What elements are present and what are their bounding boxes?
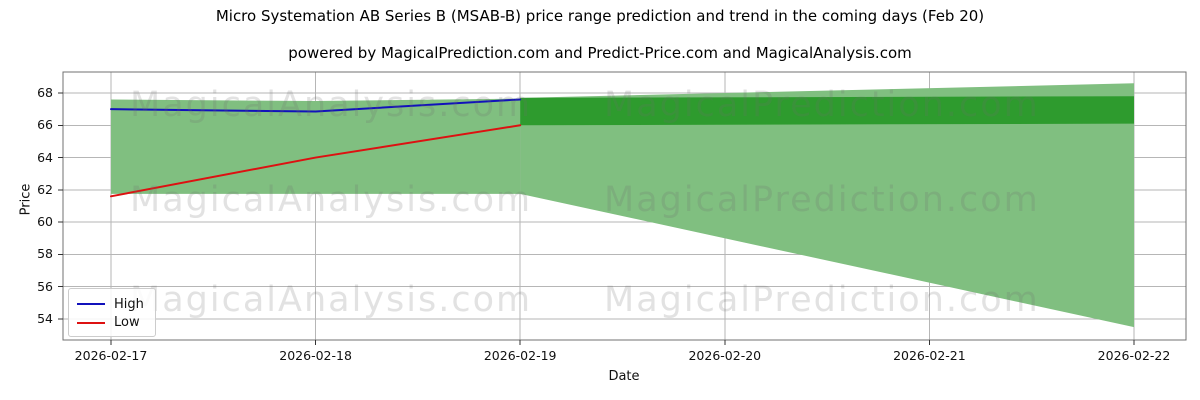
y-tick-label: 62 [37,181,53,197]
x-tick-label: 2026-02-21 [893,348,966,363]
x-tick-label: 2026-02-22 [1097,348,1171,363]
page-title: Micro Systemation AB Series B (MSAB-B) p… [215,7,985,25]
legend-line-swatch [77,321,105,324]
x-tick-label: 2026-02-19 [483,348,557,363]
y-tick-label: 64 [37,149,53,165]
y-tick-label: 66 [37,117,53,133]
x-tick-label: 2026-02-20 [688,348,762,363]
y-tick-label: 60 [37,214,53,230]
legend-label: Low [114,315,140,331]
legend: High Low [68,288,156,337]
x-axis-label: Date [608,369,640,384]
plot-frame [62,71,1187,341]
history-high-low-range-band [111,98,521,194]
page-subtitle: powered by MagicalPrediction.com and Pre… [288,44,912,62]
forecast-core-range-band [520,96,1134,126]
legend-line-swatch [77,303,105,306]
legend-label: High [114,296,144,312]
y-axis-label: Price [18,183,34,216]
legend-item: Low [77,314,147,332]
y-tick-label: 56 [37,278,53,294]
y-tick-label: 58 [37,246,53,262]
legend-item: High [77,295,147,313]
low-line [110,124,522,198]
y-tick-label: 54 [37,311,53,326]
y-tick-label: 68 [37,84,53,100]
forecast-outer-range-band [520,83,1134,328]
x-tick-label: 2026-02-17 [74,348,148,363]
x-tick-label: 2026-02-18 [279,348,352,363]
high-line [110,98,522,113]
